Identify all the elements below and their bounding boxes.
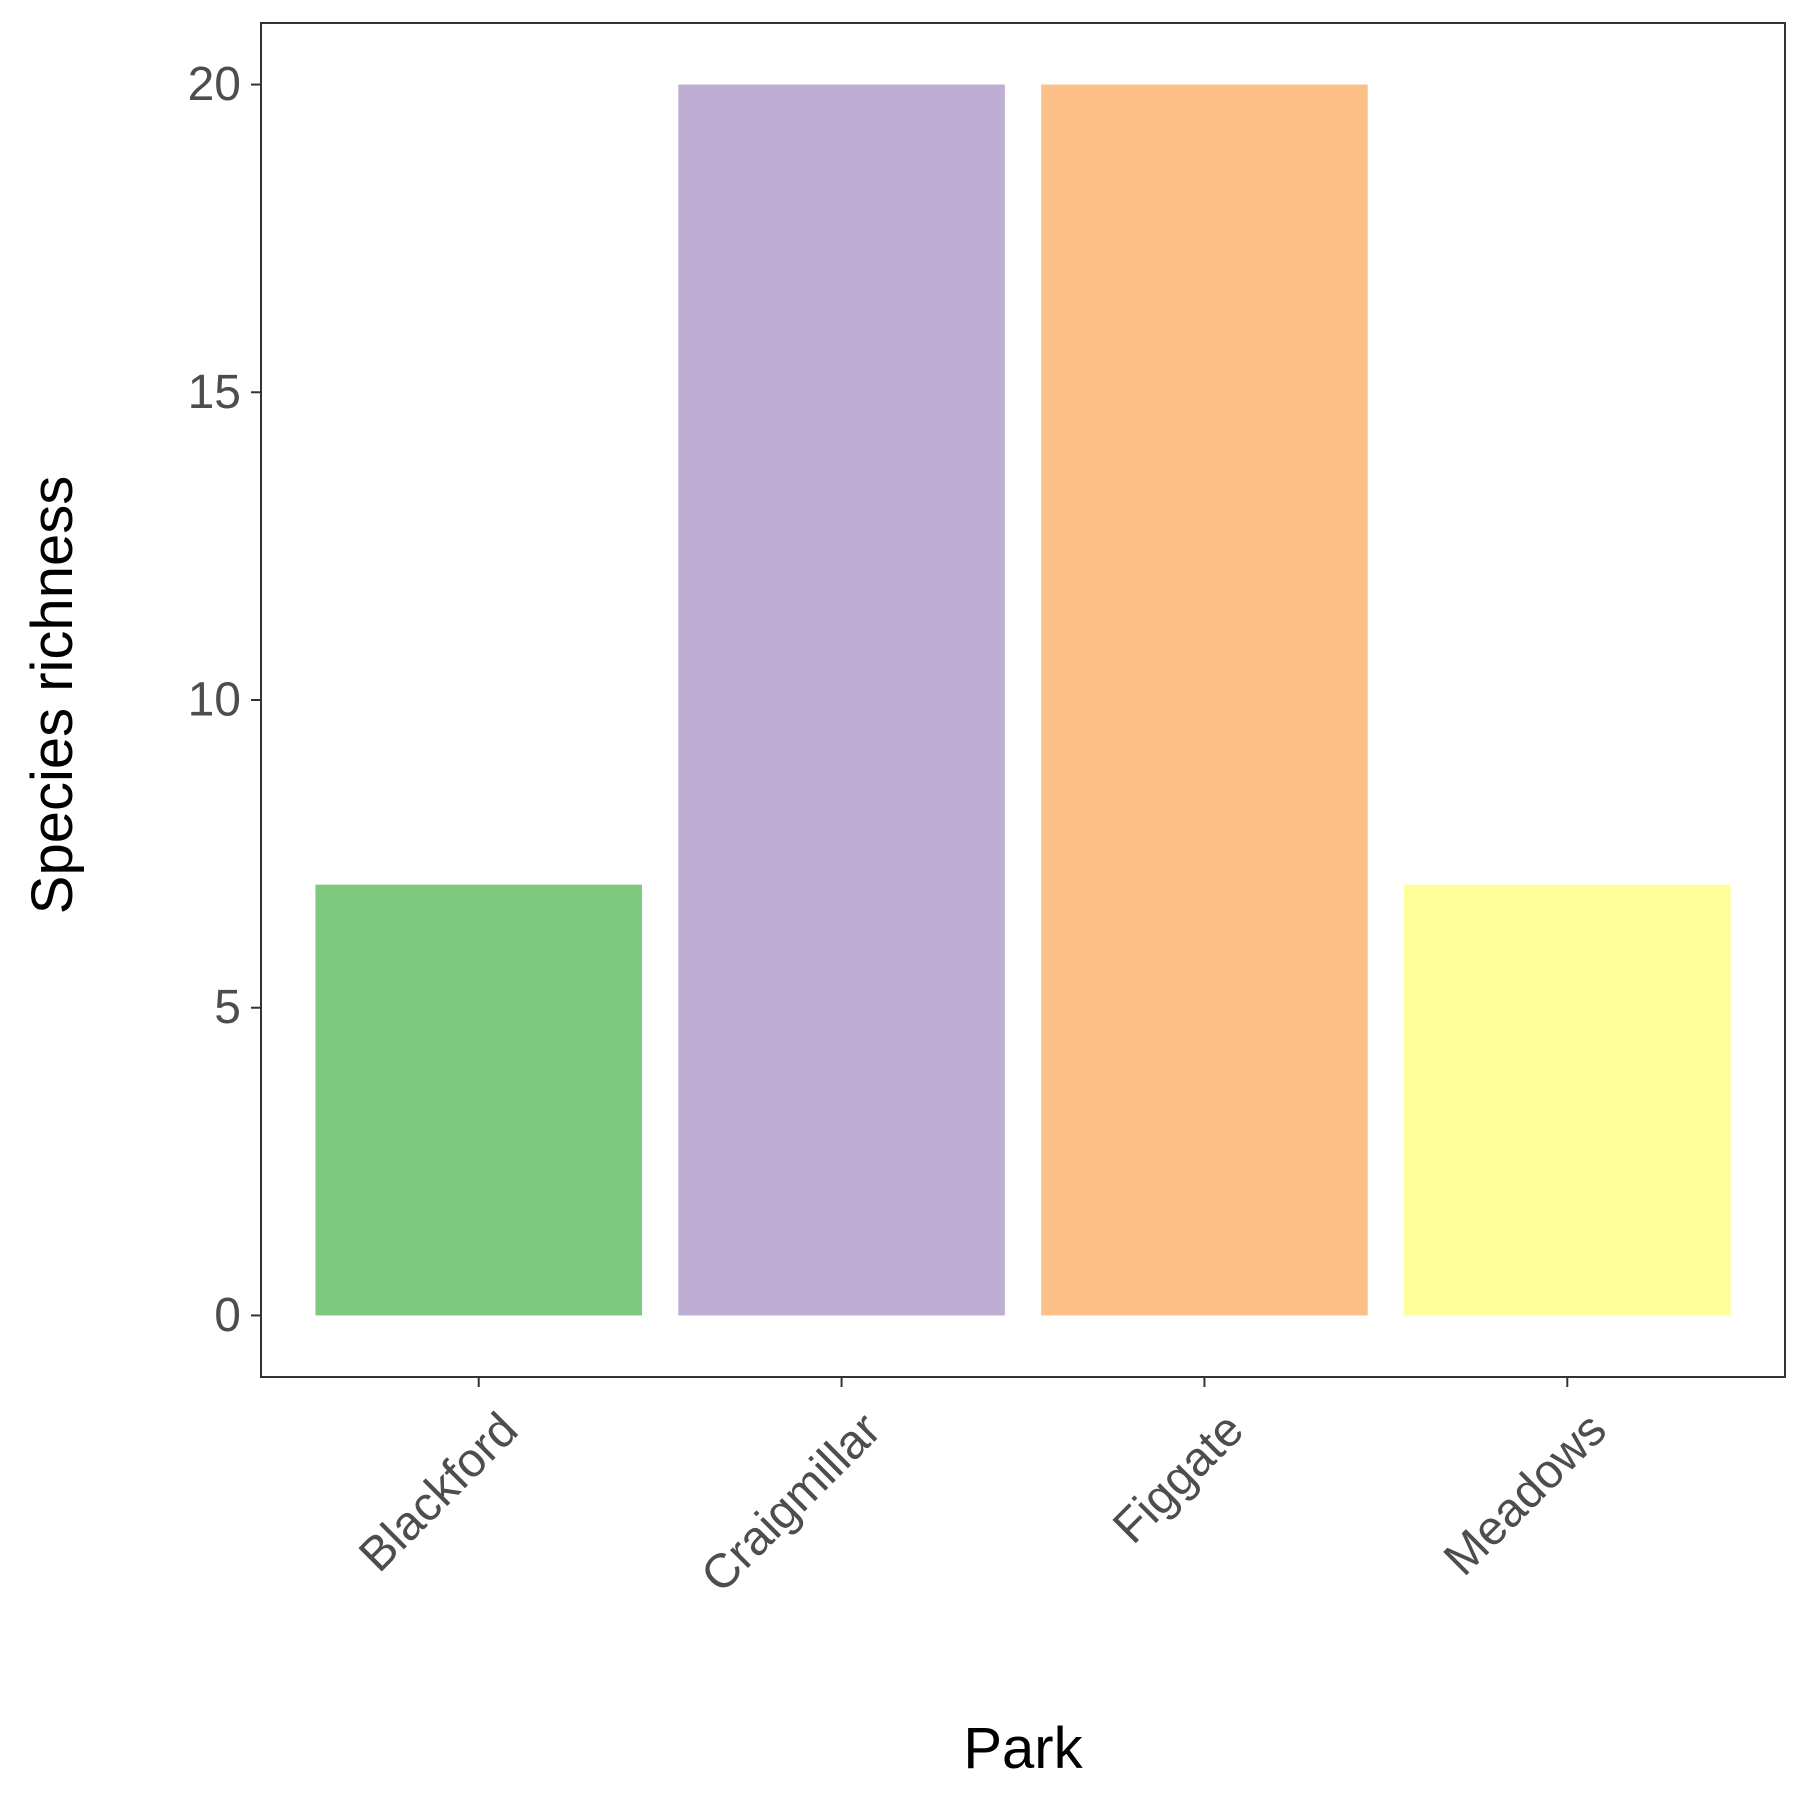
bar-craigmillar [678, 84, 1005, 1316]
y-tick-label: 5 [214, 981, 241, 1034]
bar-figgate [1041, 84, 1368, 1316]
x-tick-label-meadows: Meadows [1434, 1403, 1617, 1586]
bars-group [315, 84, 1731, 1316]
y-tick-label: 10 [188, 674, 241, 727]
y-tick-label: 0 [214, 1289, 241, 1342]
y-tick-label: 15 [188, 366, 241, 419]
bar-blackford [315, 884, 642, 1316]
x-tick-label-craigmillar: Craigmillar [691, 1403, 891, 1603]
x-tick-label-figgate: Figgate [1103, 1403, 1254, 1554]
x-tick-label-blackford: Blackford [349, 1403, 528, 1582]
x-axis-title: Park [963, 1716, 1083, 1781]
y-axis: 0 5 10 15 20 [188, 58, 261, 1342]
x-axis: Blackford Craigmillar Figgate Meadows [349, 1377, 1617, 1603]
y-tick-label: 20 [188, 58, 241, 111]
bar-meadows [1404, 884, 1731, 1316]
y-axis-title: Species richness [20, 476, 85, 914]
